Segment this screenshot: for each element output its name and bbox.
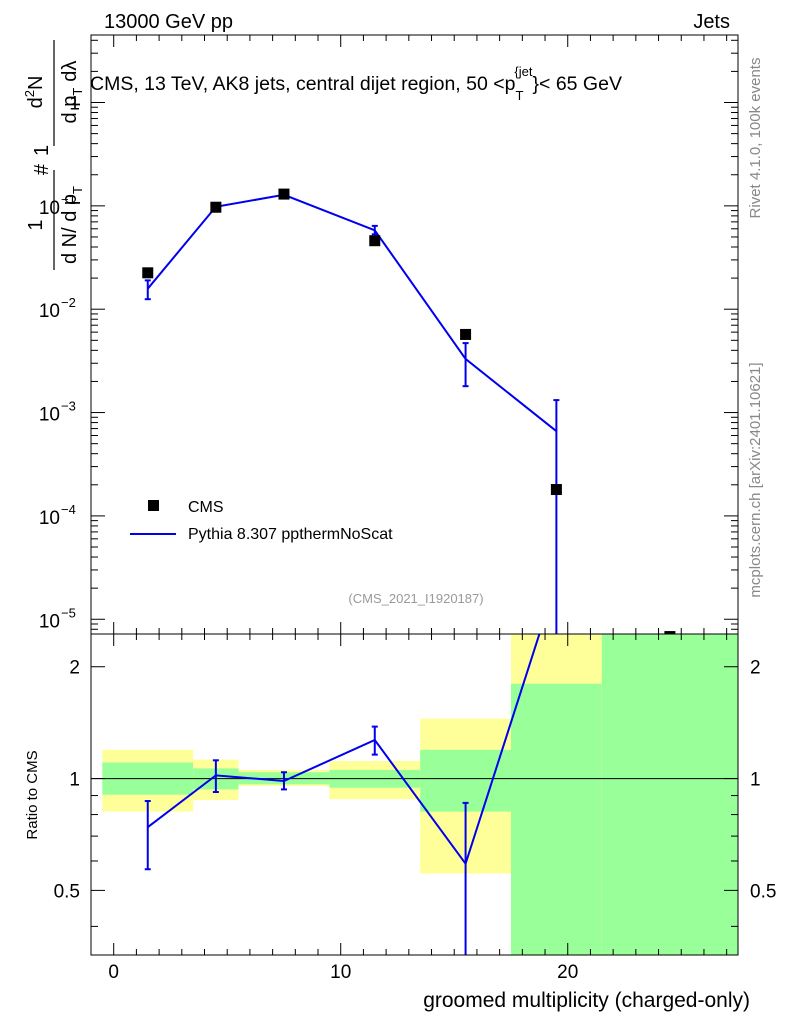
- mcplots-label: mcplots.cern.ch [arXiv:2401.10621]: [747, 362, 764, 597]
- legend-cms-label: CMS: [188, 499, 224, 516]
- svg-text:#1: #1: [31, 145, 53, 175]
- ratio-y-tick-label: 0.5: [54, 881, 80, 902]
- chart-title: CMS, 13 TeV, AK8 jets, central dijet reg…: [90, 64, 622, 103]
- ratio-mc-line: [147, 634, 541, 866]
- x-tick-label: 20: [557, 962, 578, 983]
- cms-data-point: [369, 235, 381, 247]
- header-right: Jets: [693, 11, 730, 33]
- y-tick-label-exp: −1: [61, 192, 76, 207]
- cms-data-point: [142, 267, 154, 279]
- svg-text:d pTdλ: d pTdλ: [59, 61, 85, 124]
- y-tick-label-exp: −2: [61, 295, 76, 310]
- svg-text:d N/ d pT: d N/ d pT: [59, 186, 85, 264]
- ratio-y-tick-label-right: 1: [750, 770, 761, 791]
- ratio-y-tick-label-right: 2: [750, 658, 761, 679]
- cms-data-point: [664, 631, 676, 634]
- ratio-y-tick-label-right: 0.5: [750, 881, 776, 902]
- y-tick-label: 10: [39, 611, 60, 632]
- x-axis-label: groomed multiplicity (charged-only): [423, 989, 750, 1012]
- mc-line: [146, 193, 558, 432]
- y-tick-label: 1: [69, 94, 80, 115]
- main-panel: 10 −510 −410 −310 −210 −11: [39, 34, 739, 635]
- y-tick-label-exp: −3: [61, 399, 76, 414]
- y-axis-label: #1 1 d N/ d pT d2N d pTdλ: [22, 40, 85, 270]
- ratio-y-tick-label: 1: [69, 770, 80, 791]
- ratio-panel: 0 10 20 0.5 0.5 1 1 2 2: [54, 633, 776, 983]
- cms-data-point: [550, 484, 562, 496]
- rivet-label: Rivet 4.1.0, 100k events: [747, 58, 764, 219]
- cms-data-point: [278, 188, 290, 200]
- x-tick-label: 0: [108, 962, 119, 983]
- ratio-frame: [90, 633, 739, 956]
- cms-data-point: [210, 201, 222, 213]
- ratio-band-inner: [510, 683, 602, 955]
- ratio-y-label: Ratio to CMS: [24, 750, 41, 839]
- y-tick-label: 10: [39, 508, 60, 529]
- header-left: 13000 GeV pp: [104, 11, 233, 33]
- legend: CMS Pythia 8.307 ppthermNoScat: [130, 499, 393, 543]
- svg-text:1: 1: [25, 219, 47, 230]
- ratio-y-tick-label: 2: [69, 658, 80, 679]
- svg-text:d2N: d2N: [22, 76, 47, 109]
- main-frame: [90, 34, 739, 635]
- ratio-band-inner: [601, 634, 738, 955]
- y-tick-label-exp: −4: [61, 502, 76, 517]
- cms-data-point: [460, 328, 472, 340]
- y-tick-label: 10: [39, 198, 60, 219]
- y-tick-label: 10: [39, 405, 60, 426]
- y-tick-label: 10: [39, 301, 60, 322]
- legend-cms-marker: [148, 500, 159, 511]
- analysis-watermark: (CMS_2021_I1920187): [348, 591, 483, 606]
- y-tick-label-exp: −5: [61, 605, 76, 620]
- ratio-band-inner: [420, 749, 511, 812]
- x-tick-label: 10: [330, 962, 351, 983]
- legend-pythia-label: Pythia 8.307 ppthermNoScat: [188, 526, 393, 543]
